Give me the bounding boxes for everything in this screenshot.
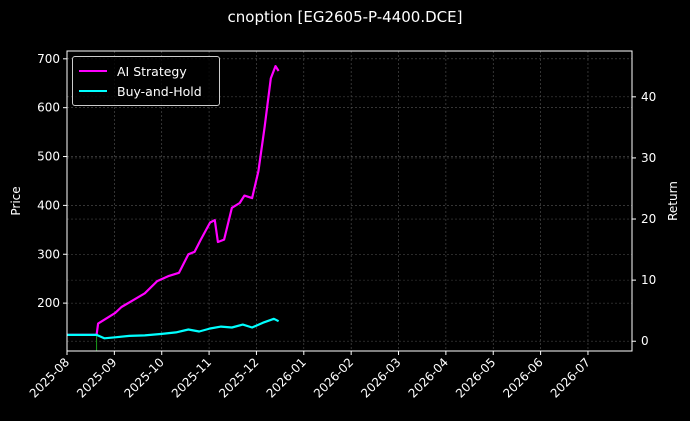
plot-frame — [66, 50, 633, 352]
legend-item-buy-and-hold: Buy-and-Hold — [79, 83, 202, 99]
x-tick-label: 2025-09 — [74, 355, 119, 400]
y-right-axis-label: Return — [666, 181, 680, 221]
x-tick-label: 2026-04 — [406, 355, 451, 400]
y-right-tick-label: 20 — [641, 212, 656, 226]
y-axis-label: Price — [9, 186, 23, 215]
x-tick-label: 2026-06 — [500, 355, 545, 400]
x-tick-label: 2026-07 — [548, 355, 593, 400]
y-tick-label: 600 — [37, 101, 60, 115]
legend: AI Strategy Buy-and-Hold — [72, 56, 220, 106]
x-tick-label: 2026-05 — [453, 355, 498, 400]
y-right-tick-label: 40 — [641, 90, 656, 104]
legend-swatch-cyan — [79, 89, 107, 93]
legend-label: Buy-and-Hold — [117, 83, 202, 99]
x-tick-label: 2026-03 — [358, 355, 403, 400]
legend-label: AI Strategy — [117, 63, 187, 79]
series-line-buy-and-hold — [67, 317, 280, 340]
x-tick-label: 2025-08 — [27, 355, 72, 400]
y-tick-label: 300 — [37, 247, 60, 261]
chart-title: cnoption [EG2605-P-4400.DCE] — [227, 8, 463, 26]
x-tick-label: 2025-10 — [121, 355, 166, 400]
y-tick-label: 700 — [37, 52, 60, 66]
legend-item-ai-strategy: AI Strategy — [79, 63, 187, 79]
x-tick-label: 2026-02 — [311, 355, 356, 400]
y-tick-label: 200 — [37, 296, 60, 310]
y-right-tick-label: 30 — [641, 151, 656, 165]
y-right-tick-label: 0 — [641, 334, 649, 348]
legend-swatch-magenta — [79, 69, 107, 73]
y-right-tick-label: 10 — [641, 273, 656, 287]
y-tick-label: 500 — [37, 150, 60, 164]
series-line-ai-strategy — [67, 64, 280, 336]
x-tick-label: 2025-12 — [216, 355, 261, 400]
y-tick-label: 400 — [37, 198, 60, 212]
x-tick-label: 2025-11 — [169, 355, 214, 400]
x-tick-label: 2026-01 — [264, 355, 309, 400]
